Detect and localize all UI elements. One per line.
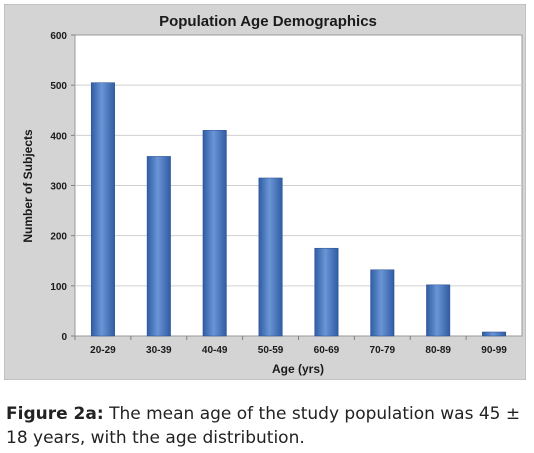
y-tick-labels: 0 100 200 300 400 500 600 — [50, 31, 75, 343]
bar-40-49 — [202, 130, 227, 337]
x-axis-label: Age (yrs) — [272, 362, 324, 376]
bar-60-69 — [314, 247, 339, 337]
y-tick-label: 0 — [61, 332, 67, 343]
bar-30-39 — [146, 156, 171, 337]
y-tick-label: 500 — [50, 81, 67, 92]
y-tick-label: 200 — [50, 232, 67, 243]
x-tick-label-30-39: 30-39 — [146, 345, 172, 356]
bar-chart: Population Age Demographics 0 100 200 300 40… — [4, 4, 526, 380]
chart-title: Population Age Demographics — [159, 13, 377, 30]
y-tick-label: 100 — [50, 282, 67, 293]
x-tick-label-70-79: 70-79 — [370, 345, 396, 356]
chart-panel: Population Age Demographics 0 100 200 300 40… — [4, 4, 526, 380]
x-tick-label-40-49: 40-49 — [202, 345, 228, 356]
y-tick-label: 400 — [50, 131, 67, 142]
x-tick-label-50-59: 50-59 — [258, 345, 284, 356]
bar-80-89 — [426, 284, 451, 337]
x-tick-label-20-29: 20-29 — [90, 345, 116, 356]
x-tick-label-90-99: 90-99 — [481, 345, 507, 356]
y-axis-label: Number of Subjects — [21, 129, 35, 243]
figure-label: Figure 2a: — [6, 404, 104, 424]
bar-20-29 — [90, 82, 115, 337]
y-tick-label: 300 — [50, 182, 67, 193]
figure-caption-text: The mean age of the study population was… — [6, 404, 521, 448]
figure-caption: Figure 2a: The mean age of the study pop… — [6, 402, 526, 450]
bar-50-59 — [258, 177, 283, 337]
bars — [90, 82, 507, 337]
x-tick-label-80-89: 80-89 — [425, 345, 451, 356]
x-tick-label-60-69: 60-69 — [314, 345, 340, 356]
bar-70-79 — [370, 269, 395, 337]
bar-90-99 — [482, 331, 507, 337]
y-tick-label: 600 — [50, 31, 67, 42]
x-tick-labels: 20-29 30-39 40-49 50-59 60-69 70-79 80-89 90-99 — [74, 336, 507, 356]
